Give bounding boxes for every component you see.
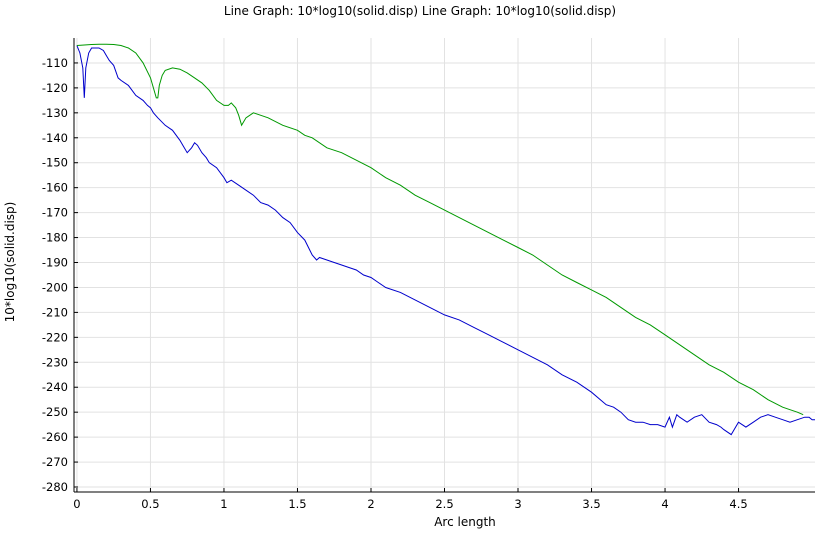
series-line-1 [76,45,815,436]
chart-title: Line Graph: 10*log10(solid.disp) Line Gr… [224,4,616,18]
x-tick-label: 3 [514,497,521,511]
y-tick-label: -130 [42,106,68,120]
y-tick-label: -160 [42,181,68,195]
y-tick-label: -180 [42,231,68,245]
y-tick-label: -200 [42,280,68,294]
y-axis-label: 10*log10(solid.disp) [3,202,17,323]
x-tick-label: 2 [367,497,374,511]
y-tick-label: -110 [42,56,68,70]
y-tick-label: -150 [42,156,68,170]
y-tick-label: -190 [42,256,68,270]
x-tick-label: 2.5 [435,497,453,511]
series-layer [76,43,815,436]
y-tick-label: -230 [42,355,68,369]
y-tick-label: -210 [42,305,68,319]
x-tick-label: 0 [73,497,80,511]
y-tick-label: -220 [42,330,68,344]
series-line-2 [76,43,804,416]
y-tick-label: -270 [42,455,68,469]
y-tick-label: -140 [42,131,68,145]
x-tick-label: 3.5 [582,497,600,511]
x-axis-label: Arc length [434,515,496,529]
grid [74,38,815,492]
x-tick-label: 0.5 [141,497,159,511]
x-tick-label: 4.5 [729,497,747,511]
x-tick-label: 1.5 [288,497,306,511]
y-tick-label: -280 [42,480,68,494]
y-tick-label: -120 [42,81,68,95]
y-tick-label: -240 [42,380,68,394]
x-tick-label: 1 [220,497,227,511]
y-tick-label: -250 [42,405,68,419]
axes: 0 0.5 1 1.5 2 2.5 3 3.5 4 4.5 -110 -120 -130 -140 -150… [42,38,815,511]
y-tick-label: -170 [42,206,68,220]
x-tick-label: 4 [661,497,668,511]
y-tick-label: -260 [42,430,68,444]
